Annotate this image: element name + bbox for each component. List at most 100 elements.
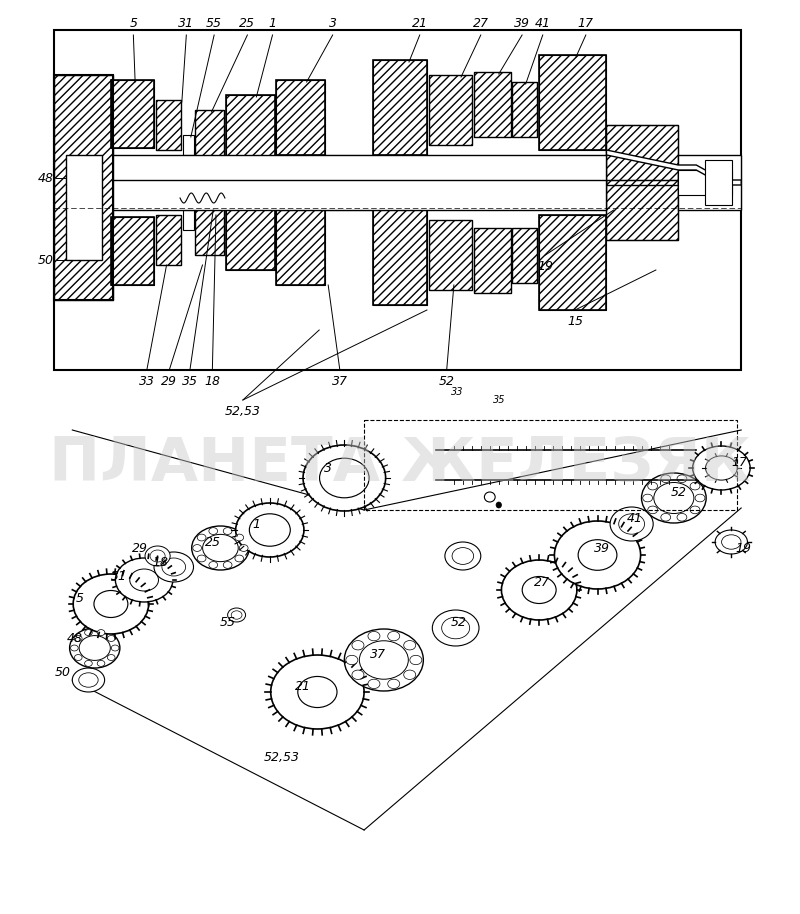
- Ellipse shape: [85, 661, 92, 666]
- Ellipse shape: [98, 661, 105, 666]
- Text: 52: 52: [670, 485, 686, 498]
- Bar: [111, 80, 154, 148]
- Ellipse shape: [359, 641, 408, 679]
- Bar: [54, 30, 741, 370]
- Text: 52: 52: [450, 615, 466, 629]
- Ellipse shape: [352, 641, 364, 650]
- Bar: [373, 210, 427, 305]
- Text: 35: 35: [182, 375, 198, 388]
- Ellipse shape: [695, 494, 705, 502]
- Ellipse shape: [150, 550, 165, 562]
- Bar: [54, 75, 113, 300]
- Ellipse shape: [107, 654, 115, 661]
- Ellipse shape: [344, 629, 423, 691]
- Text: 31: 31: [178, 17, 194, 30]
- Ellipse shape: [642, 494, 653, 502]
- Ellipse shape: [94, 590, 128, 618]
- Text: 39: 39: [594, 541, 610, 555]
- Text: 41: 41: [627, 512, 643, 525]
- Text: 52,53: 52,53: [263, 751, 299, 764]
- Text: 3: 3: [324, 462, 332, 474]
- Text: 29: 29: [162, 375, 178, 388]
- Bar: [156, 100, 181, 150]
- Text: 18: 18: [204, 375, 220, 388]
- Ellipse shape: [193, 545, 202, 551]
- Ellipse shape: [442, 617, 470, 639]
- Bar: [373, 60, 427, 155]
- Text: 31: 31: [111, 569, 127, 582]
- Text: 21: 21: [295, 679, 311, 693]
- Text: 25: 25: [239, 17, 255, 30]
- Text: 52: 52: [438, 375, 454, 388]
- Bar: [111, 217, 154, 285]
- Ellipse shape: [346, 655, 358, 664]
- Ellipse shape: [352, 670, 364, 679]
- Ellipse shape: [111, 645, 119, 651]
- Ellipse shape: [690, 483, 700, 490]
- Ellipse shape: [484, 492, 495, 502]
- Text: 39: 39: [514, 17, 530, 30]
- Bar: [429, 75, 472, 145]
- Ellipse shape: [445, 542, 481, 570]
- Ellipse shape: [198, 555, 206, 562]
- Ellipse shape: [235, 555, 244, 562]
- Text: 21: 21: [412, 17, 428, 30]
- Bar: [276, 80, 326, 155]
- Ellipse shape: [79, 635, 110, 661]
- Bar: [474, 72, 511, 137]
- Ellipse shape: [677, 475, 687, 483]
- Ellipse shape: [236, 503, 304, 557]
- Text: 27: 27: [534, 576, 550, 589]
- Text: 55: 55: [220, 615, 236, 629]
- Ellipse shape: [554, 521, 641, 589]
- Bar: [111, 80, 154, 148]
- Ellipse shape: [661, 475, 670, 483]
- Polygon shape: [606, 150, 741, 185]
- Text: 19: 19: [538, 260, 554, 273]
- Bar: [539, 215, 606, 310]
- Text: 19: 19: [736, 541, 752, 555]
- Bar: [429, 75, 472, 145]
- Ellipse shape: [410, 655, 422, 664]
- Bar: [111, 217, 154, 285]
- Ellipse shape: [722, 535, 741, 549]
- Bar: [156, 215, 181, 265]
- Ellipse shape: [70, 645, 78, 651]
- Ellipse shape: [72, 668, 105, 692]
- Bar: [226, 95, 275, 170]
- Bar: [373, 210, 427, 305]
- Ellipse shape: [618, 514, 645, 534]
- Bar: [195, 205, 224, 255]
- Text: 50: 50: [38, 253, 54, 267]
- Text: 52,53: 52,53: [225, 405, 261, 418]
- Ellipse shape: [648, 506, 658, 514]
- Bar: [226, 195, 275, 270]
- Text: 3: 3: [329, 17, 337, 30]
- Ellipse shape: [452, 547, 474, 565]
- Ellipse shape: [502, 560, 577, 620]
- Bar: [678, 170, 732, 195]
- Ellipse shape: [642, 473, 706, 523]
- Ellipse shape: [239, 545, 248, 551]
- Bar: [364, 420, 737, 510]
- Ellipse shape: [677, 514, 687, 521]
- Bar: [226, 195, 275, 270]
- Text: 1: 1: [269, 17, 277, 30]
- Text: 48: 48: [38, 172, 54, 185]
- Bar: [606, 125, 678, 185]
- Text: 50: 50: [54, 665, 70, 678]
- Text: ПЛАНЕТА ЖЕЛЕЗЯК: ПЛАНЕТА ЖЕЛЕЗЯК: [49, 435, 751, 494]
- Text: 17: 17: [578, 17, 594, 30]
- Bar: [156, 100, 181, 150]
- Bar: [539, 55, 606, 150]
- Bar: [195, 110, 224, 160]
- Bar: [539, 55, 606, 150]
- Bar: [512, 82, 538, 137]
- Ellipse shape: [228, 608, 246, 622]
- Ellipse shape: [78, 673, 98, 687]
- Ellipse shape: [496, 502, 502, 508]
- Ellipse shape: [388, 632, 400, 641]
- Bar: [156, 215, 181, 265]
- Bar: [678, 155, 741, 210]
- Ellipse shape: [73, 574, 149, 634]
